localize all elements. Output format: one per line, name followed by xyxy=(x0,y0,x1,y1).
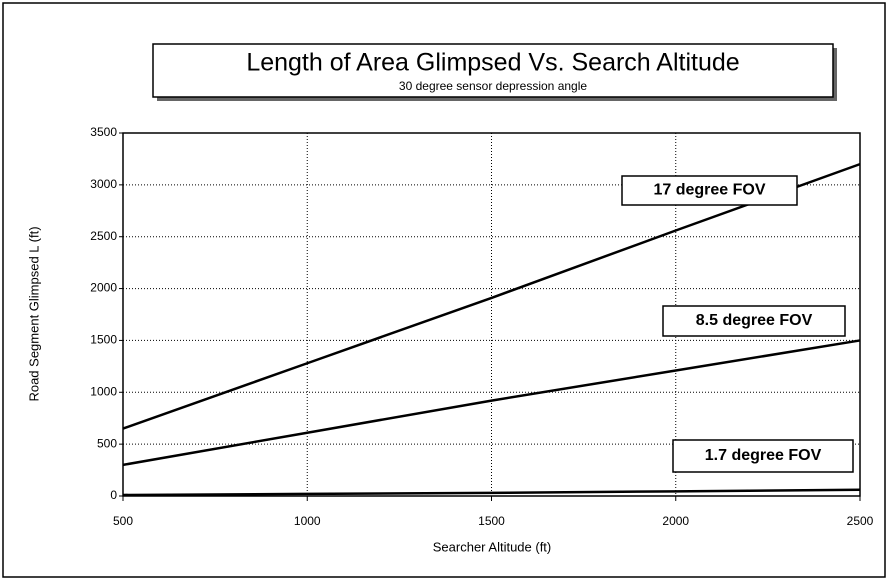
y-tick-label: 3000 xyxy=(90,177,117,191)
series-line xyxy=(122,339,861,467)
legend-label: 1.7 degree FOV xyxy=(705,447,822,464)
x-tick-label: 2000 xyxy=(662,514,689,528)
y-tick-label: 1500 xyxy=(90,333,117,347)
series-line xyxy=(122,162,861,430)
legend-box xyxy=(662,305,846,337)
legend-box xyxy=(672,439,854,473)
chart-subtitle: 30 degree sensor depression angle xyxy=(399,79,587,93)
y-tick-label: 2000 xyxy=(90,281,117,295)
legend-label: 17 degree FOV xyxy=(653,182,765,199)
plot-area xyxy=(122,132,861,497)
y-axis-label: Road Segment Glimpsed L (ft) xyxy=(26,226,41,401)
title-box xyxy=(152,43,834,98)
y-tick-label: 0 xyxy=(110,488,117,502)
series-line xyxy=(122,488,861,497)
legend-box xyxy=(621,175,798,206)
y-tick-label: 2500 xyxy=(90,229,117,243)
legend-label: 8.5 degree FOV xyxy=(696,312,813,329)
x-tick-label: 2500 xyxy=(847,514,874,528)
y-tick-label: 3500 xyxy=(90,125,117,139)
y-tick-label: 500 xyxy=(97,436,117,450)
x-tick-label: 1000 xyxy=(294,514,321,528)
chart-title: Length of Area Glimpsed Vs. Search Altit… xyxy=(246,49,739,77)
y-tick-label: 1000 xyxy=(90,384,117,398)
x-axis-label: Searcher Altitude (ft) xyxy=(433,539,552,554)
x-tick-label: 1500 xyxy=(478,514,505,528)
x-tick-label: 500 xyxy=(113,514,133,528)
